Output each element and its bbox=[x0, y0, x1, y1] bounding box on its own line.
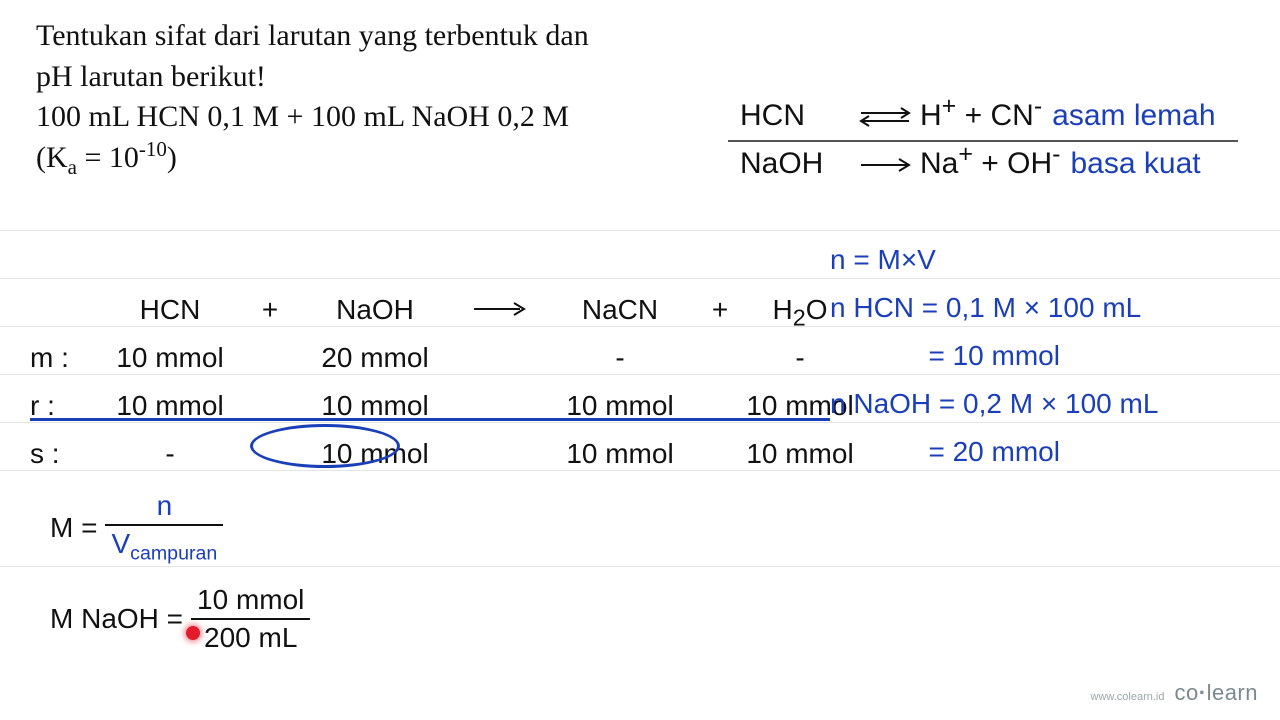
emphasis-circle bbox=[250, 424, 400, 468]
frac-bot: 200 mL bbox=[198, 620, 303, 654]
molarity-naoh: M NaOH = 10 mmol 200 mL bbox=[50, 584, 310, 654]
laser-pointer-icon bbox=[186, 626, 200, 640]
footer: www.colearn.id co·learn bbox=[1091, 680, 1258, 706]
dissoc-row-hcn: HCN H+ + CN- asam lemah bbox=[740, 92, 1216, 140]
dissoc-label: basa kuat bbox=[1071, 147, 1201, 181]
calc-line: n HCN = 0,1 M × 100 mL bbox=[830, 284, 1158, 332]
molarity-formula: M = n Vcampuran bbox=[50, 490, 223, 566]
row-label: s : bbox=[30, 438, 90, 470]
ice-header: HCN + NaOH NaCN + H2O bbox=[30, 286, 860, 334]
dissoc-rhs: H+ + CN- bbox=[920, 99, 1042, 133]
problem-text: Tentukan sifat dari larutan yang terbent… bbox=[36, 16, 596, 178]
row-label: m : bbox=[30, 342, 90, 374]
dissoc-label: asam lemah bbox=[1052, 99, 1215, 133]
dissoc-row-naoh: NaOH Na+ + OH- basa kuat bbox=[740, 140, 1216, 188]
mol-calculations: n = M × V n HCN = 0,1 M × 100 mL = 10 mm… bbox=[830, 236, 1158, 476]
dissoc-lhs: NaOH bbox=[740, 147, 850, 181]
cell: 10 mmol bbox=[90, 342, 250, 374]
hdr-naoh: NaOH bbox=[290, 294, 460, 326]
calc-line: n NaOH = 0,2 M × 100 mL bbox=[830, 380, 1158, 428]
cell: 20 mmol bbox=[290, 342, 460, 374]
problem-ka: (Ka = 10-10) bbox=[36, 138, 596, 179]
mnaoh-lhs: M NaOH = bbox=[50, 603, 183, 635]
right-arrow-icon bbox=[460, 294, 540, 326]
hdr-hcn: HCN bbox=[90, 294, 250, 326]
ice-row-s: s : - 10 mmol 10 mmol 10 mmol bbox=[30, 430, 860, 478]
ruled-line bbox=[0, 230, 1280, 231]
cell: - bbox=[90, 438, 250, 470]
right-arrow-icon bbox=[850, 147, 920, 181]
frac-top: n bbox=[151, 490, 179, 524]
problem-line3: 100 mL HCN 0,1 M + 100 mL NaOH 0,2 M bbox=[36, 97, 596, 138]
page-root: Tentukan sifat dari larutan yang terbent… bbox=[0, 0, 1280, 720]
cell: - bbox=[540, 342, 700, 374]
hdr-plus: + bbox=[700, 294, 740, 326]
footer-url: www.colearn.id bbox=[1091, 691, 1165, 703]
fraction: n Vcampuran bbox=[105, 490, 223, 566]
dissoc-rhs: Na+ + OH- bbox=[920, 147, 1061, 181]
ice-row-m: m : 10 mmol 20 mmol - - bbox=[30, 334, 860, 382]
ice-separator-line bbox=[30, 418, 830, 421]
ice-table: HCN + NaOH NaCN + H2O m : 10 mmol 20 mmo… bbox=[30, 286, 860, 478]
ruled-line bbox=[0, 566, 1280, 567]
frac-top: 10 mmol bbox=[191, 584, 310, 618]
dissoc-underline bbox=[728, 140, 1238, 142]
brand-logo: co·learn bbox=[1175, 680, 1259, 706]
dissoc-lhs: HCN bbox=[740, 99, 850, 133]
fraction: 10 mmol 200 mL bbox=[191, 584, 310, 654]
calc-line: = 10 mmol bbox=[830, 332, 1158, 380]
calc-line: = 20 mmol bbox=[830, 428, 1158, 476]
hdr-plus: + bbox=[250, 294, 290, 326]
calc-line: n = M × V bbox=[830, 236, 1158, 284]
cell: 10 mmol bbox=[540, 438, 700, 470]
problem-line2: pH larutan berikut! bbox=[36, 57, 596, 98]
equilibrium-arrow-icon bbox=[850, 99, 920, 133]
hdr-nacn: NaCN bbox=[540, 294, 700, 326]
ice-row-r: r : 10 mmol 10 mmol 10 mmol 10 mmol bbox=[30, 382, 860, 430]
problem-line1: Tentukan sifat dari larutan yang terbent… bbox=[36, 16, 596, 57]
molarity-lhs: M = bbox=[50, 512, 97, 544]
frac-bot: Vcampuran bbox=[105, 526, 223, 566]
